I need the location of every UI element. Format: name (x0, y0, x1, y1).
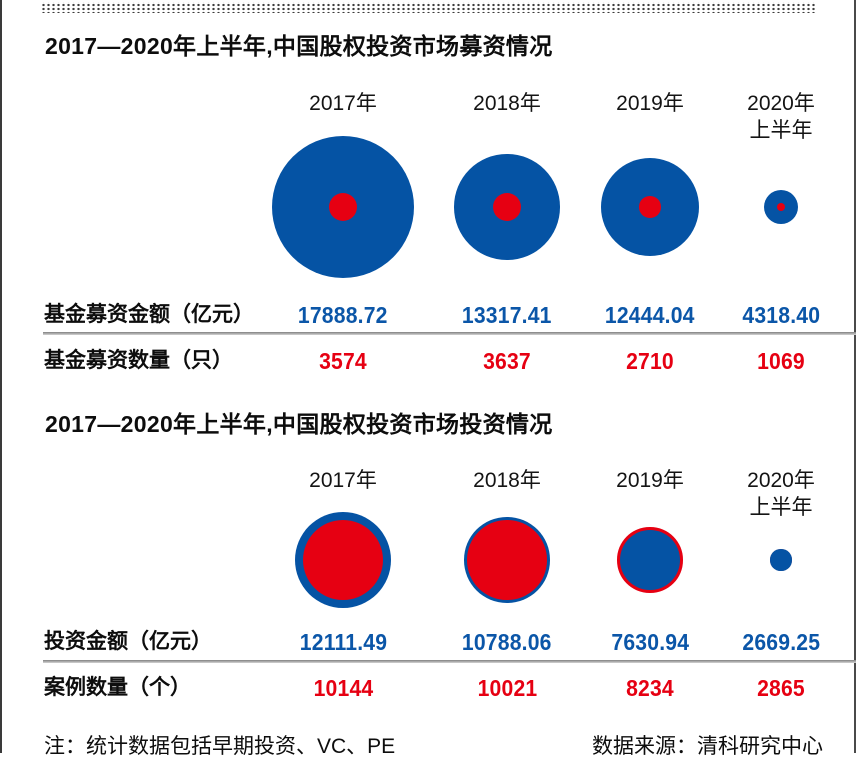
year-label-2019: 2019年 (616, 469, 684, 492)
bubble-count-2017年 (302, 519, 384, 601)
dotted-header-band (41, 2, 816, 13)
footer-source: 数据来源：清科研究中心 (592, 735, 823, 758)
row-divider (43, 660, 856, 663)
left-border-line (0, 0, 2, 753)
right-border-line (854, 0, 856, 753)
bubble-count-2020年上半年 (776, 202, 786, 212)
footer-note: 注：统计数据包括早期投资、VC、PE (44, 735, 396, 758)
chart-title: 2017—2020年上半年,中国股权投资市场投资情况 (45, 411, 553, 437)
metric-label-fund-count: 基金募资数量（只） (44, 349, 233, 372)
metric-value: 10144 (313, 675, 373, 701)
metric-label-fund-amount: 基金募资金额（亿元） (44, 303, 254, 326)
year-label-2020: 2020年 (747, 469, 815, 492)
metric-value: 12444.04 (605, 302, 695, 328)
metric-value: 10788.06 (462, 629, 552, 655)
metric-value: 12111.49 (299, 629, 387, 655)
metric-value: 8234 (626, 675, 674, 701)
metric-value: 7630.94 (611, 629, 689, 655)
metric-value: 2710 (626, 348, 674, 374)
metric-value: 2865 (757, 675, 805, 701)
metric-value: 17888.72 (298, 302, 388, 328)
year-label-2020: 2020年 (747, 92, 815, 115)
year-label-2020-line2: 上半年 (749, 119, 813, 142)
bubble-amount-2020年上半年 (770, 549, 792, 571)
metric-value: 1069 (757, 348, 805, 374)
metric-value: 2669.25 (742, 629, 820, 655)
bubble-count-2018年 (467, 520, 547, 600)
metric-value: 13317.41 (462, 302, 552, 328)
metric-label-invest-amount: 投资金额（亿元） (44, 630, 212, 653)
metric-value: 3574 (319, 348, 367, 374)
bubble-count-2017年 (328, 192, 358, 222)
year-label-2018: 2018年 (473, 469, 541, 492)
metric-value: 4318.40 (742, 302, 820, 328)
year-label-2019: 2019年 (616, 92, 684, 115)
bubble-amount-2019年 (619, 529, 681, 591)
bubble-count-2018年 (492, 192, 522, 222)
year-label-2017: 2017年 (309, 92, 377, 115)
year-label-2017: 2017年 (309, 469, 377, 492)
metric-value: 3637 (483, 348, 531, 374)
metric-value: 10021 (477, 675, 537, 701)
year-label-2018: 2018年 (473, 92, 541, 115)
row-divider (43, 332, 856, 335)
year-label-2020-line2: 上半年 (749, 496, 813, 519)
chart-title: 2017—2020年上半年,中国股权投资市场募资情况 (45, 33, 553, 59)
metric-label-case-count: 案例数量（个） (44, 676, 191, 699)
bubble-count-2019年 (639, 196, 661, 218)
